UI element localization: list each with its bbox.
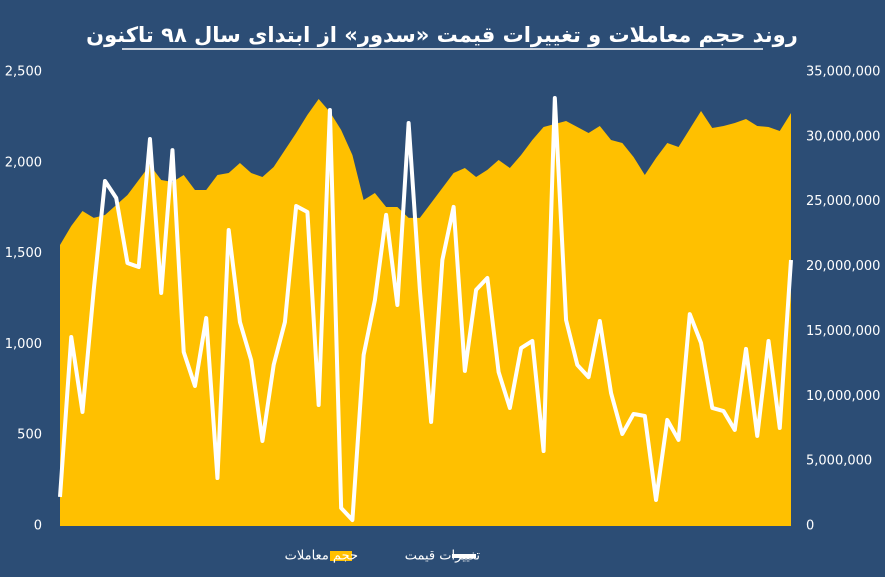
y2ticks-label: 30,000,000 [806,129,880,144]
y2ticks-label: 10,000,000 [806,389,880,404]
yticks-label: 1,000 [5,337,42,352]
chart-title: روند حجم معاملات و تغییرات قیمت «سدور» ا… [86,23,798,47]
y2ticks-label: 35,000,000 [806,65,880,80]
y2ticks-label: 15,000,000 [806,324,880,339]
y2ticks-label: 5,000,000 [806,454,872,469]
area [60,98,791,527]
y2ticks-label: 25,000,000 [806,194,880,209]
legend-swatch [330,551,352,561]
yticks-label: 2,000 [5,155,42,170]
yticks-label: 0 [34,519,42,534]
y2ticks-label: 20,000,000 [806,259,880,274]
y2ticks-label: 0 [806,519,814,534]
yticks-label: 2,500 [5,65,42,80]
line [58,95,793,523]
legend-label: تغییرات قیمت [405,549,481,564]
yticks-label: 1,500 [5,246,42,261]
yticks-label: 500 [17,428,42,443]
legend-label: حجم معاملات [285,549,358,564]
